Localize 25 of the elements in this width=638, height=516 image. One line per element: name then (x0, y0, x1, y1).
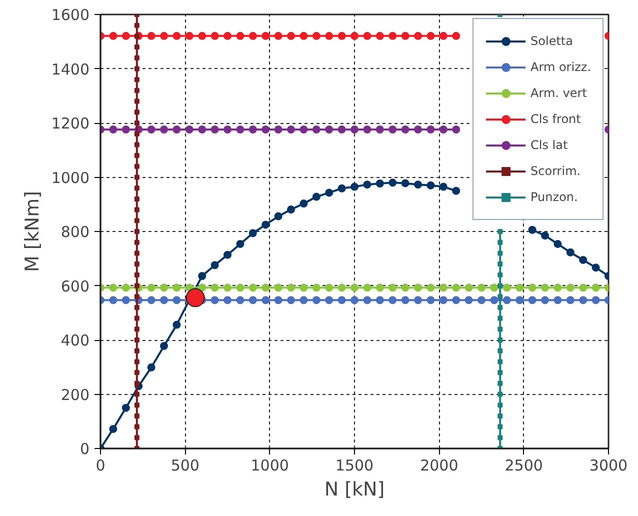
y-tick-label: 800 (60, 223, 90, 241)
y-tick-label: 0 (80, 440, 90, 458)
y-tick-label: 1000 (51, 168, 90, 187)
y-tick-label: 400 (60, 332, 90, 350)
x-tick-label: 2500 (504, 456, 543, 474)
y-tick-label: 1200 (51, 114, 90, 132)
legend-label: Punzon. (530, 190, 578, 204)
x-tick-label: 2000 (420, 456, 458, 474)
legend-label: Arm orizz. (530, 60, 591, 74)
x-axis-title: N [kN] (324, 478, 385, 500)
x-tick-label: 0 (96, 456, 106, 474)
legend-label: Cls lat (530, 138, 568, 152)
y-tick-label: 1400 (51, 60, 90, 78)
y-axis-title: M [kNm] (21, 191, 44, 272)
x-tick-label: 500 (170, 456, 200, 474)
y-tick-label: 1600 (51, 6, 90, 24)
legend-label: Arm. vert (530, 86, 587, 100)
legend-label: Cls front (530, 112, 581, 126)
legend-label: Scorrim. (530, 164, 581, 178)
legend-label: Soletta (530, 34, 573, 48)
x-tick-label: 3000 (589, 456, 628, 474)
y-tick-label: 200 (60, 386, 90, 404)
y-tick-label: 600 (60, 277, 90, 296)
x-tick-label: 1500 (335, 456, 374, 474)
x-tick-label: 1000 (250, 456, 289, 474)
